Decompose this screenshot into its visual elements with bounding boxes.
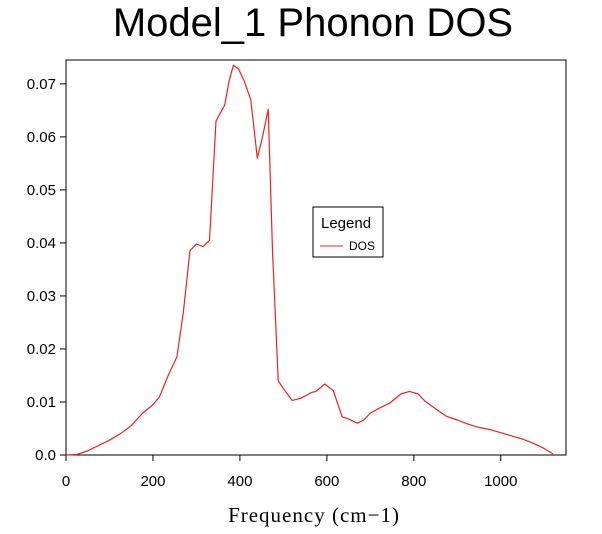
- y-tick-label: 0.06: [27, 129, 56, 146]
- plot-frame: [65, 59, 567, 456]
- legend-title: Legend: [321, 215, 371, 232]
- series-line-dos: [65, 64, 554, 456]
- x-tick-label: 1000: [484, 473, 517, 490]
- x-tick-label: 200: [140, 473, 165, 490]
- y-tick-label: 0.02: [27, 341, 56, 358]
- x-tick-label: 0: [62, 473, 70, 490]
- y-tick-label: 0.07: [27, 76, 56, 93]
- legend-entry-dos: DOS: [349, 239, 375, 253]
- y-tick-label: 0.01: [27, 394, 56, 411]
- y-tick-label: 0.03: [27, 288, 56, 305]
- x-tick-label: 400: [227, 473, 252, 490]
- x-tick-label: 600: [314, 473, 339, 490]
- y-tick-label: 0.04: [27, 235, 56, 252]
- y-tick-label: 0.05: [27, 182, 56, 199]
- x-tick-label: 800: [401, 473, 426, 490]
- legend-box: [312, 206, 384, 258]
- x-axis: 0 200 400 600 800 1000: [62, 455, 517, 490]
- y-axis: 0.0 0.01 0.02 0.03 0.04 0.05 0.06 0.07: [27, 76, 66, 464]
- chart-title: Model_1 Phonon DOS: [113, 1, 513, 45]
- legend: Legend DOS: [312, 206, 384, 258]
- x-axis-label: Frequency (cm−1): [228, 503, 400, 527]
- y-tick-label: 0.0: [35, 447, 56, 464]
- series-layer: [65, 64, 554, 456]
